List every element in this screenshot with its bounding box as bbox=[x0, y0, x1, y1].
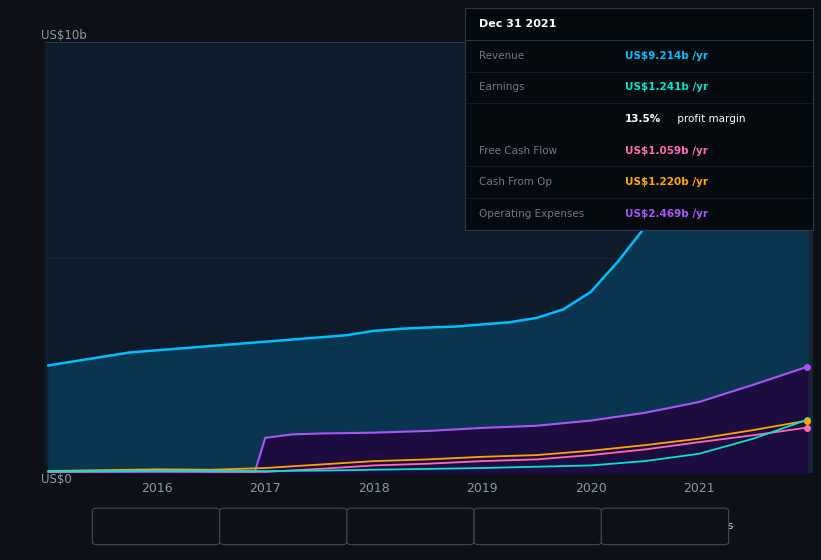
Text: US$1.220b /yr: US$1.220b /yr bbox=[625, 177, 708, 187]
Text: Revenue: Revenue bbox=[120, 521, 164, 531]
Text: ●: ● bbox=[361, 521, 370, 531]
Text: ●: ● bbox=[234, 521, 243, 531]
Text: Cash From Op: Cash From Op bbox=[479, 177, 552, 187]
Text: US$1.059b /yr: US$1.059b /yr bbox=[625, 146, 708, 156]
Text: US$2.469b /yr: US$2.469b /yr bbox=[625, 209, 708, 219]
Text: ●: ● bbox=[107, 521, 116, 531]
Text: Dec 31 2021: Dec 31 2021 bbox=[479, 19, 556, 29]
Text: Free Cash Flow: Free Cash Flow bbox=[374, 521, 452, 531]
Text: Operating Expenses: Operating Expenses bbox=[479, 209, 584, 219]
Text: Earnings: Earnings bbox=[246, 521, 292, 531]
Text: Cash From Op: Cash From Op bbox=[502, 521, 574, 531]
Text: Earnings: Earnings bbox=[479, 82, 524, 92]
Text: ●: ● bbox=[616, 521, 625, 531]
Text: US$9.214b /yr: US$9.214b /yr bbox=[625, 51, 708, 61]
Text: US$1.241b /yr: US$1.241b /yr bbox=[625, 82, 708, 92]
Text: US$0: US$0 bbox=[41, 473, 72, 486]
Text: ●: ● bbox=[488, 521, 498, 531]
Text: Operating Expenses: Operating Expenses bbox=[629, 521, 734, 531]
Text: Free Cash Flow: Free Cash Flow bbox=[479, 146, 557, 156]
Bar bbox=[681, 42, 813, 473]
Text: 13.5%: 13.5% bbox=[625, 114, 661, 124]
Text: profit margin: profit margin bbox=[673, 114, 745, 124]
Text: US$10b: US$10b bbox=[41, 29, 87, 42]
Text: Revenue: Revenue bbox=[479, 51, 524, 61]
